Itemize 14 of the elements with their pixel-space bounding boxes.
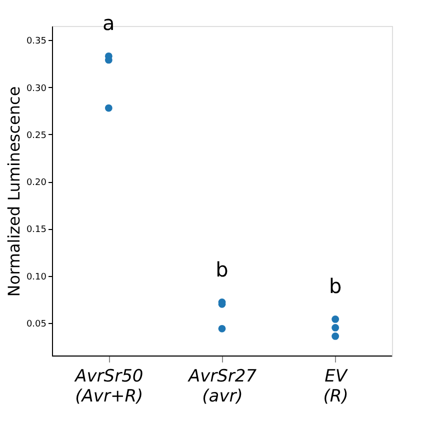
x-tick-label: AvrSr27 (avr) xyxy=(187,366,257,406)
y-tick-label: 0.05 xyxy=(26,320,46,330)
y-tick-label: 0.10 xyxy=(26,272,47,282)
annotation: a xyxy=(102,11,115,36)
x-tick-label: AvrSr50 (Avr+R) xyxy=(74,366,144,406)
annotation: b xyxy=(328,274,342,298)
x-tick-label: EV (R) xyxy=(323,366,348,406)
y-tick-label: 0.20 xyxy=(26,178,47,188)
y-tick-label: 0.30 xyxy=(26,84,47,94)
y-tick-label: 0.25 xyxy=(26,130,46,141)
y-tick-label: 0.35 xyxy=(26,36,46,47)
y-tick-label: 0.15 xyxy=(26,225,46,236)
y-axis-title: Normalized Luminescence xyxy=(4,86,24,297)
annotation: b xyxy=(216,257,228,282)
